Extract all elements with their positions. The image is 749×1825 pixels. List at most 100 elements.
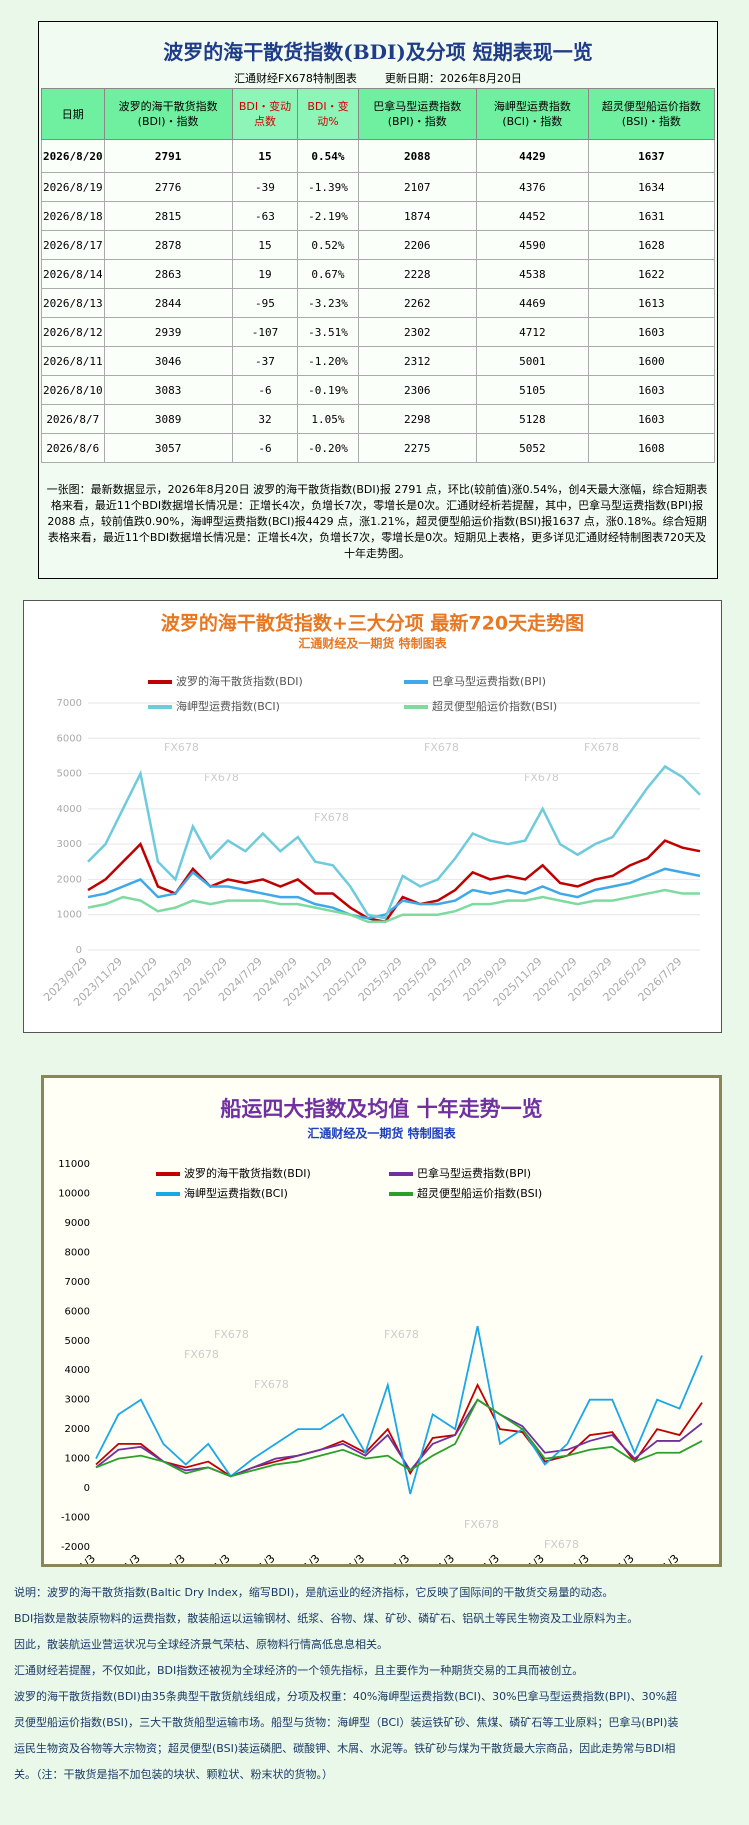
table-cell: 2026/8/18 — [41, 201, 105, 231]
table-cell: 2312 — [357, 346, 477, 376]
source-line: 汇通财经FX678特制图表 更新日期：2026年8月20日 — [39, 70, 717, 86]
series-line — [95, 1398, 703, 1478]
table-cell: 2939 — [103, 317, 233, 347]
y-tick-label: 9000 — [65, 1218, 90, 1229]
table-cell: 4712 — [475, 317, 589, 347]
y-tick-label: 7000 — [65, 1277, 90, 1288]
table-cell: 32 — [231, 404, 299, 434]
table-cell: 4452 — [475, 201, 589, 231]
column-header: 波罗的海干散货指数(BDI)・指数 — [103, 88, 233, 140]
x-tick-label: 2023/1/3 — [503, 1552, 547, 1567]
table-cell: 4376 — [475, 172, 589, 202]
y-tick-label: 5000 — [65, 1336, 90, 1347]
x-tick-label: 2016/1/3 — [189, 1552, 233, 1567]
series-line — [95, 1398, 703, 1478]
x-tick-label: 2019/1/3 — [323, 1552, 367, 1567]
chart-title: 船运四大指数及均值 十年走势一览 — [220, 1097, 542, 1121]
watermark: FX678 — [204, 771, 239, 784]
table-cell: 2026/8/20 — [41, 139, 105, 173]
table-cell: 2026/8/6 — [41, 433, 105, 463]
table-cell: 2844 — [103, 288, 233, 318]
column-header: BDI・变动% — [297, 88, 359, 140]
table-cell: 2026/8/7 — [41, 404, 105, 434]
table-row: 2026/8/6 3057 -6 -0.20% 2275 5052 1608 — [41, 433, 716, 463]
table-cell: 0.52% — [297, 230, 359, 260]
y-tick-label: 0 — [84, 1483, 90, 1494]
table-cell: 1603 — [587, 317, 716, 347]
table-cell: 1874 — [357, 201, 477, 231]
table-cell: 2026/8/19 — [41, 172, 105, 202]
table-cell: -3.51% — [297, 317, 359, 347]
legend-label: 巴拿马型运费指数(BPI) — [432, 674, 546, 688]
x-tick-label: 2022/1/3 — [458, 1552, 502, 1567]
y-tick-label: 6000 — [57, 733, 82, 744]
table-cell: 5105 — [475, 375, 589, 405]
table-row: 2026/8/11 3046 -37 -1.20% 2312 5001 1600 — [41, 346, 716, 376]
table-cell: 2026/8/17 — [41, 230, 105, 260]
y-tick-label: -1000 — [61, 1513, 90, 1524]
table-row: 2026/8/7 3089 32 1.05% 2298 5128 1603 — [41, 404, 716, 434]
table-cell: -2.19% — [297, 201, 359, 231]
source: 汇通财经FX678特制图表 — [234, 72, 357, 85]
watermark: FX678 — [214, 1328, 249, 1341]
table-cell: 2878 — [103, 230, 233, 260]
title: 波罗的海干散货指数(BDI)及分项 短期表现一览 — [163, 40, 593, 64]
table-cell: -95 — [231, 288, 299, 318]
watermark: FX678 — [524, 771, 559, 784]
x-tick-label: 2018/1/3 — [278, 1552, 322, 1567]
table-cell: 2228 — [357, 259, 477, 289]
table-cell: 2206 — [357, 230, 477, 260]
table-row: 2026/8/10 3083 -6 -0.19% 2306 5105 1603 — [41, 375, 716, 405]
table-row: 2026/8/18 2815 -63 -2.19% 1874 4452 1631 — [41, 201, 716, 231]
watermark: FX678 — [184, 1348, 219, 1361]
table-cell: 2107 — [357, 172, 477, 202]
table-row: 2026/8/17 2878 15 0.52% 2206 4590 1628 — [41, 230, 716, 260]
table-cell: 4429 — [475, 139, 589, 173]
note: 因此，散装航运业营运状况与全球经济景气荣枯、原物料行情高低息息相关。 — [14, 1638, 388, 1651]
table-cell: 1637 — [587, 139, 716, 173]
legend-label: 波罗的海干散货指数(BDI) — [184, 1166, 311, 1180]
y-tick-label: 8000 — [65, 1247, 90, 1258]
table-cell: 15 — [231, 139, 299, 173]
table-row: 2026/8/19 2776 -39 -1.39% 2107 4376 1634 — [41, 172, 716, 202]
series-line — [87, 888, 700, 924]
series-line — [87, 839, 701, 924]
note: 波罗的海干散货指数(BDI)由35条典型干散货航线组成，分项及权重：40%海岬型… — [14, 1690, 679, 1781]
table-cell: -1.20% — [297, 346, 359, 376]
table-cell: 5001 — [475, 346, 589, 376]
table-cell: 2815 — [103, 201, 233, 231]
watermark: FX678 — [164, 741, 199, 754]
column-header: 日期 — [41, 88, 105, 140]
updated: 更新日期：2026年8月20日 — [384, 72, 522, 85]
table-cell: 3083 — [103, 375, 233, 405]
summary-panel: 波罗的海干散货指数(BDI)及分项 短期表现一览 汇通财经FX678特制图表 更新… — [38, 21, 718, 579]
table-cell: 0.67% — [297, 259, 359, 289]
table-cell: 2088 — [357, 139, 477, 173]
y-tick-label: -2000 — [61, 1542, 90, 1553]
table-cell: 1.05% — [297, 404, 359, 434]
table-cell: 2298 — [357, 404, 477, 434]
table-cell: 3046 — [103, 346, 233, 376]
legend-label: 超灵便型船运价指数(BSI) — [432, 699, 557, 713]
table-cell: 2306 — [357, 375, 477, 405]
table-cell: 3057 — [103, 433, 233, 463]
x-tick-label: 2024/1/3 — [548, 1552, 592, 1567]
table-cell: 1634 — [587, 172, 716, 202]
x-tick-label: 2026/1/3 — [638, 1552, 682, 1567]
table-cell: 5128 — [475, 404, 589, 434]
y-tick-label: 1000 — [57, 910, 82, 921]
legend-label: 海岬型运费指数(BCI) — [184, 1186, 288, 1200]
chart-title: 波罗的海干散货指数+三大分项 最新720天走势图 — [161, 612, 584, 635]
x-tick-label: 2021/1/3 — [413, 1552, 457, 1567]
table-cell: -37 — [231, 346, 299, 376]
table-row: 2026/8/12 2939 -107 -3.51% 2302 4712 1603 — [41, 317, 716, 347]
watermark: FX678 — [464, 1518, 499, 1531]
column-header: 巴拿马型运费指数(BPI)・指数 — [357, 88, 477, 140]
y-tick-label: 3000 — [57, 839, 82, 850]
table-cell: -3.23% — [297, 288, 359, 318]
y-tick-label: 2000 — [57, 874, 82, 885]
table-cell: -0.20% — [297, 433, 359, 463]
watermark: FX678 — [254, 1378, 289, 1391]
legend-label: 巴拿马型运费指数(BPI) — [417, 1166, 531, 1180]
